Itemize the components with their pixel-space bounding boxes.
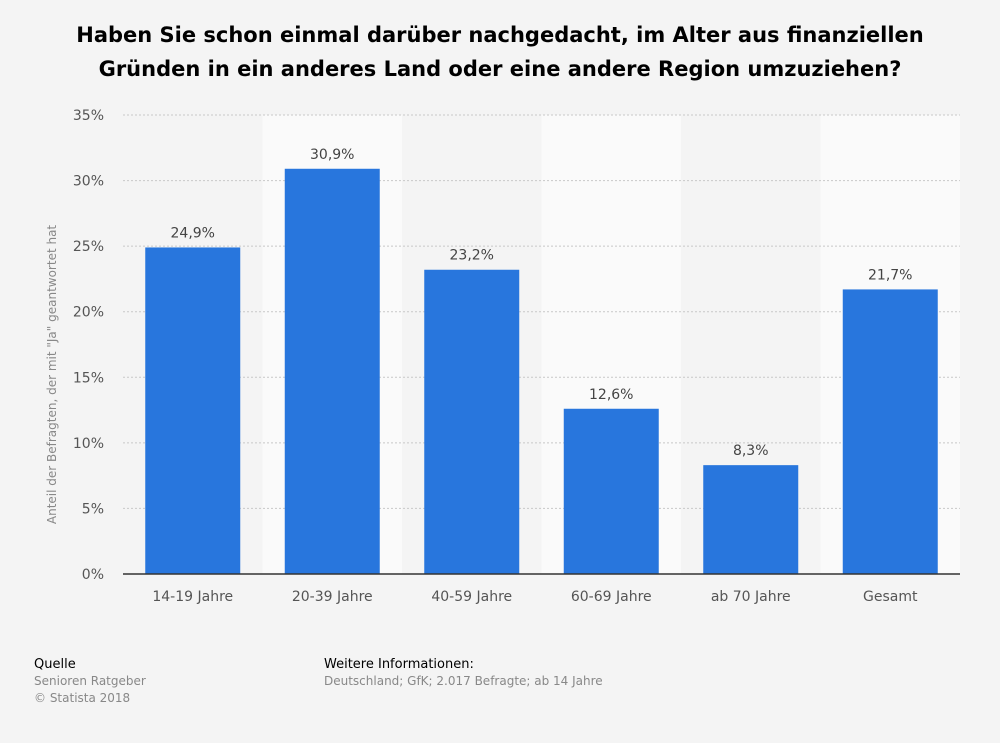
y-axis-title: Anteil der Befragten, der mit "Ja" geant… [45, 225, 59, 525]
bar [842, 289, 938, 574]
x-category-label: 60-69 Jahre [571, 589, 652, 605]
chart-title-line-1: Haben Sie schon einmal darüber nachgedac… [76, 23, 924, 47]
chart-title-line-2: Gründen in ein anderes Land oder eine an… [98, 57, 902, 81]
bar-value-label: 12,6% [589, 387, 633, 403]
x-category-label: ab 70 Jahre [711, 589, 791, 605]
bar-value-label: 30,9% [310, 147, 354, 163]
bar-value-label: 23,2% [450, 248, 494, 264]
info-line-1: Deutschland; GfK; 2.017 Befragte; ab 14 … [324, 674, 603, 688]
source-line-2: © Statista 2018 [34, 691, 131, 705]
bar-value-label: 8,3% [733, 443, 769, 459]
source-heading: Quelle [34, 657, 76, 672]
x-category-label: 20-39 Jahre [292, 589, 373, 605]
y-tick-label: 25% [73, 239, 104, 255]
chart-title: Haben Sie schon einmal darüber nachgedac… [0, 18, 1000, 86]
bar [284, 168, 380, 575]
bar-value-label: 24,9% [171, 225, 215, 241]
bar [424, 269, 520, 574]
y-tick-label: 0% [82, 567, 104, 583]
source-block: Quelle Senioren Ratgeber © Statista 2018 [34, 656, 146, 707]
info-block: Weitere Informationen: Deutschland; GfK;… [324, 656, 603, 690]
y-tick-label: 35% [73, 108, 104, 124]
bar-chart: 0% 5% 10% 15% 20% 25% 30% 35% 24,9% 14-19 Jahre 30… [45, 108, 960, 605]
y-tick-label: 10% [73, 436, 104, 452]
bar [703, 465, 799, 574]
x-category-label: 14-19 Jahre [152, 589, 233, 605]
bar [563, 408, 659, 574]
y-tick-label: 15% [73, 370, 104, 386]
info-heading: Weitere Informationen: [324, 657, 474, 672]
y-tick-label: 5% [82, 501, 104, 517]
bar-value-label: 21,7% [868, 267, 912, 283]
bar [145, 247, 241, 574]
source-line-1: Senioren Ratgeber [34, 674, 146, 688]
y-tick-label: 20% [73, 305, 104, 321]
x-category-label: 40-59 Jahre [431, 589, 512, 605]
y-tick-label: 30% [73, 174, 104, 190]
x-category-label: Gesamt [863, 589, 918, 605]
